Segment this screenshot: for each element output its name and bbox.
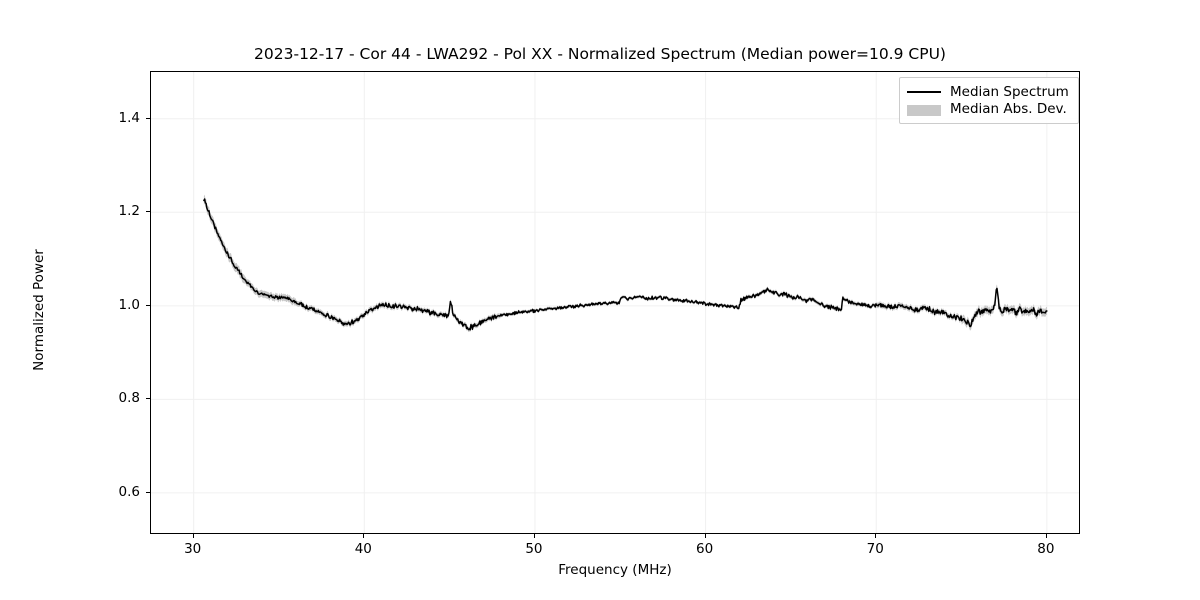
spectrum-plot — [151, 72, 1079, 533]
y-tickmark — [146, 398, 150, 400]
y-tickmark — [146, 211, 150, 213]
legend-item-median-spectrum[interactable]: Median Spectrum — [907, 84, 1072, 100]
x-tick-label: 70 — [866, 541, 884, 557]
y-tick-label: 0.8 — [118, 390, 140, 407]
x-tick-label: 60 — [695, 541, 714, 557]
band-swatch-icon — [907, 104, 941, 116]
median-spectrum-line — [203, 198, 1048, 331]
y-tickmark — [146, 304, 150, 306]
y-axis-label: Normalized Power — [31, 249, 47, 371]
y-tickmark — [146, 117, 150, 119]
plot-area — [150, 71, 1080, 534]
x-tickmark — [192, 534, 194, 538]
x-tickmark — [1045, 534, 1047, 538]
y-tick-label: 0.6 — [118, 483, 140, 500]
x-axis-label: Frequency (MHz) — [558, 562, 672, 578]
line-swatch-icon — [907, 85, 941, 99]
x-tickmark — [875, 534, 877, 538]
x-tick-label: 80 — [1037, 541, 1055, 557]
legend-label: Median Spectrum — [950, 84, 1069, 100]
y-tick-label: 1.0 — [118, 296, 140, 313]
x-tickmark — [533, 534, 536, 538]
legend-label: Median Abs. Dev. — [950, 101, 1067, 117]
x-tick-label: 40 — [354, 541, 372, 557]
chart-legend[interactable]: Median Spectrum Median Abs. Dev. — [899, 77, 1079, 124]
y-tick-label: 1.4 — [118, 109, 140, 126]
y-tick-label: 1.2 — [118, 203, 140, 220]
x-tickmark — [363, 534, 365, 538]
x-tick-label: 30 — [184, 541, 202, 557]
page-title: 2023-12-17 - Cor 44 - LWA292 - Pol XX - … — [254, 45, 946, 63]
y-tickmark — [146, 491, 150, 493]
x-tickmark — [704, 534, 706, 538]
legend-item-median-abs-dev[interactable]: Median Abs. Dev. — [907, 101, 1072, 117]
x-tick-label: 50 — [525, 541, 543, 557]
median-abs-dev-band — [203, 194, 1047, 333]
